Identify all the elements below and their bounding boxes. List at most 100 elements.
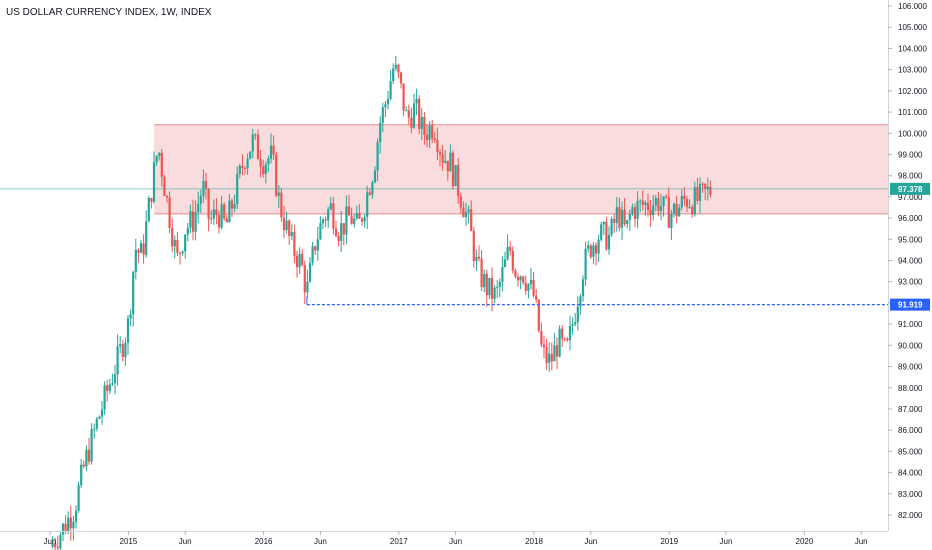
y-tick-label-14: 96.000	[898, 214, 923, 223]
candle-body-244	[685, 199, 689, 208]
candle-body-67	[225, 218, 228, 223]
candle-body-36	[145, 221, 148, 255]
candle-body-27	[121, 344, 124, 357]
candle-body-92	[290, 232, 293, 236]
candle-body-213	[605, 221, 608, 250]
candle-body-54	[191, 211, 195, 232]
x-tick-label-4: Jun	[314, 537, 327, 546]
candle-body-44	[165, 195, 169, 198]
candle-body-188	[540, 330, 543, 345]
candle-body-239	[672, 203, 676, 214]
candle-body-29	[126, 318, 130, 343]
candle-body-97	[303, 265, 306, 293]
candle-body-163	[475, 256, 478, 262]
candle-body-175	[506, 246, 509, 260]
candle-body-129	[386, 98, 390, 105]
y-tick-label-21: 103.000	[898, 66, 927, 75]
x-tick-label-9: 2019	[660, 537, 678, 546]
candle-body-205	[584, 248, 587, 280]
y-tick-label-2: 84.000	[898, 469, 923, 478]
x-tick-label-1: 2015	[120, 537, 138, 546]
candle-body-197	[563, 338, 566, 340]
candle-body-20	[103, 385, 106, 410]
candle-body-61	[210, 218, 213, 220]
candle-body-3	[59, 534, 62, 549]
candle-body-82	[264, 164, 267, 175]
candle-body-144	[425, 134, 429, 141]
candle-body-246	[691, 207, 694, 215]
candle-body-112	[342, 223, 345, 235]
candle-body-157	[459, 196, 462, 208]
candle-body-99	[308, 262, 312, 282]
candle-body-85	[272, 145, 275, 155]
candle-body-148	[436, 139, 439, 153]
candle-body-162	[472, 230, 475, 262]
candle-body-212	[602, 221, 605, 225]
candle-body-51	[184, 234, 187, 252]
candle-body-38	[150, 197, 153, 202]
candle-body-46	[171, 228, 174, 247]
candle-body-200	[571, 324, 574, 327]
candle-body-12	[82, 464, 85, 467]
candle-body-96	[301, 253, 304, 266]
candle-body-78	[254, 134, 257, 136]
candle-body-241	[678, 207, 681, 217]
x-tick-label-3: 2016	[255, 537, 273, 546]
candle-body-52	[186, 227, 189, 235]
candle-body-21	[106, 385, 109, 391]
y-tick-label-19: 101.000	[898, 108, 927, 117]
x-tick-label-8: Jun	[584, 537, 597, 546]
y-tick-label-8: 90.000	[898, 341, 923, 350]
candle-body-60	[207, 188, 210, 220]
candle-body-65	[220, 204, 223, 228]
last-price-badge-label: 97.378	[898, 185, 923, 194]
x-tick-label-7: 2018	[525, 537, 543, 546]
candle-body-183	[527, 284, 530, 291]
candle-body-74	[243, 168, 247, 170]
candle-body-81	[262, 166, 265, 175]
candle-body-251	[704, 183, 707, 189]
candle-body-166	[483, 273, 486, 288]
candle-body-130	[389, 81, 392, 99]
candle-body-232	[654, 198, 657, 206]
candle-body-7	[69, 517, 72, 529]
candle-body-159	[464, 211, 468, 218]
last-price-badge-bg	[890, 182, 930, 195]
candle-body-229	[646, 202, 650, 211]
candle-body-114	[347, 206, 351, 216]
candle-body-245	[688, 207, 691, 209]
candle-body-66	[223, 204, 226, 219]
candle-body-131	[392, 68, 395, 82]
candle-body-202	[576, 306, 579, 323]
candle-body-136	[405, 110, 408, 112]
candle-body-93	[293, 232, 296, 256]
candle-body-160	[467, 209, 470, 212]
candle-body-187	[537, 299, 540, 331]
x-tick-label-2: Jun	[179, 537, 192, 546]
candle-body-223	[631, 207, 634, 214]
candle-body-214	[607, 234, 611, 250]
candle-body-142	[420, 116, 423, 129]
y-tick-label-3: 85.000	[898, 447, 923, 456]
candle-body-53	[189, 211, 192, 228]
candle-body-172	[498, 281, 501, 287]
candle-body-143	[423, 116, 426, 135]
y-tick-label-24: 106.000	[898, 2, 927, 11]
y-tick-label-22: 104.000	[898, 44, 927, 53]
candle-body-69	[230, 200, 234, 209]
candle-body-79	[256, 134, 260, 160]
candle-body-207	[589, 245, 592, 257]
candle-body-108	[332, 203, 335, 229]
candle-body-180	[519, 276, 522, 281]
candle-body-88	[280, 192, 283, 218]
candle-body-0	[51, 543, 54, 547]
candle-body-5	[64, 523, 67, 532]
candle-body-24	[113, 374, 117, 384]
candle-body-168	[488, 277, 491, 296]
candle-body-121	[366, 192, 369, 217]
candle-body-115	[350, 215, 353, 224]
y-tick-label-9: 91.000	[898, 320, 923, 329]
candle-body-193	[553, 345, 556, 362]
candle-body-161	[470, 209, 473, 231]
